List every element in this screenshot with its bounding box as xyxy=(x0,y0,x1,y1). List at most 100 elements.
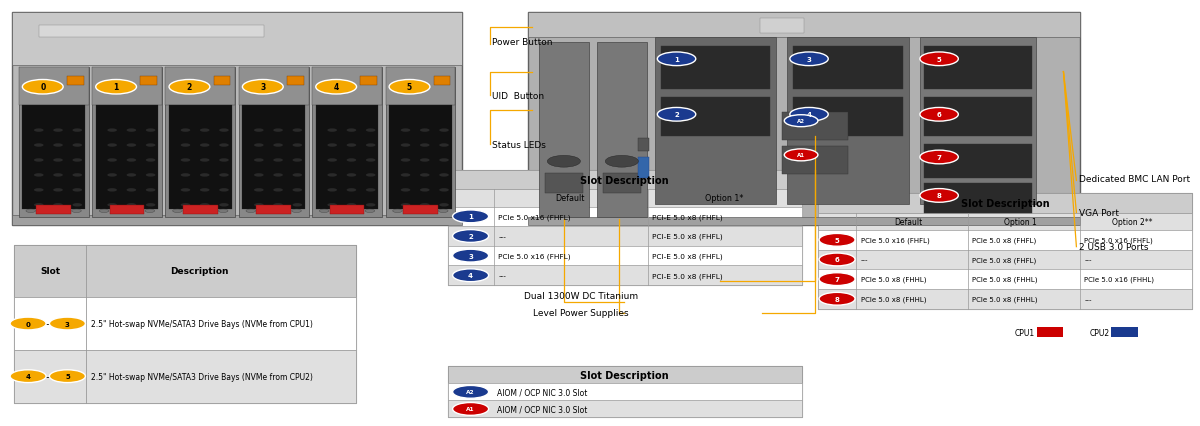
Circle shape xyxy=(49,370,85,383)
FancyBboxPatch shape xyxy=(14,245,356,403)
Circle shape xyxy=(274,204,283,207)
FancyBboxPatch shape xyxy=(1037,327,1063,337)
FancyBboxPatch shape xyxy=(655,38,776,204)
Text: ---: --- xyxy=(498,233,506,239)
Text: PCI-E 5.0 x8 (FHFL): PCI-E 5.0 x8 (FHFL) xyxy=(653,213,724,220)
Circle shape xyxy=(790,108,828,122)
Circle shape xyxy=(53,144,62,147)
Circle shape xyxy=(53,174,62,177)
Circle shape xyxy=(452,386,488,398)
Circle shape xyxy=(254,174,264,177)
Circle shape xyxy=(547,156,581,168)
FancyBboxPatch shape xyxy=(818,270,1192,289)
Circle shape xyxy=(146,159,156,162)
Circle shape xyxy=(10,317,46,330)
Circle shape xyxy=(920,151,959,164)
FancyBboxPatch shape xyxy=(14,245,356,297)
Text: –: – xyxy=(46,319,50,329)
Circle shape xyxy=(401,144,410,147)
FancyBboxPatch shape xyxy=(389,106,451,210)
Circle shape xyxy=(169,80,210,95)
FancyBboxPatch shape xyxy=(92,68,162,106)
Text: PCIe 5.0 x16 (FHFL): PCIe 5.0 x16 (FHFL) xyxy=(498,253,571,259)
FancyBboxPatch shape xyxy=(793,47,902,89)
FancyBboxPatch shape xyxy=(818,213,1192,230)
Text: PCI-E 5.0 x8 (FHFL): PCI-E 5.0 x8 (FHFL) xyxy=(653,272,724,279)
Circle shape xyxy=(34,144,43,147)
Circle shape xyxy=(366,129,376,132)
Circle shape xyxy=(347,174,356,177)
Text: VGA Port: VGA Port xyxy=(1079,208,1118,218)
FancyBboxPatch shape xyxy=(182,205,217,214)
Circle shape xyxy=(389,80,430,95)
FancyBboxPatch shape xyxy=(448,383,802,400)
FancyBboxPatch shape xyxy=(239,68,308,106)
FancyBboxPatch shape xyxy=(14,297,356,350)
Text: Option 1: Option 1 xyxy=(1003,217,1037,227)
Circle shape xyxy=(820,273,856,286)
Circle shape xyxy=(181,159,191,162)
Text: Default: Default xyxy=(556,194,584,203)
Circle shape xyxy=(452,269,488,282)
FancyBboxPatch shape xyxy=(448,366,802,417)
Circle shape xyxy=(72,144,82,147)
Text: ---: --- xyxy=(498,273,506,279)
Circle shape xyxy=(292,210,301,213)
Text: PCI-E 5.0 x8 (FHFL): PCI-E 5.0 x8 (FHFL) xyxy=(653,253,724,259)
FancyBboxPatch shape xyxy=(818,194,1192,309)
Circle shape xyxy=(658,108,696,122)
Text: PCIe 5.0 x16 (FHFL): PCIe 5.0 x16 (FHFL) xyxy=(1085,237,1153,244)
Text: 7: 7 xyxy=(937,155,942,161)
Circle shape xyxy=(274,189,283,192)
Text: A1: A1 xyxy=(467,406,475,412)
Text: 2: 2 xyxy=(187,83,192,92)
Text: 8: 8 xyxy=(835,296,840,302)
Circle shape xyxy=(439,129,449,132)
Circle shape xyxy=(328,189,337,192)
Text: 2: 2 xyxy=(468,233,473,239)
FancyBboxPatch shape xyxy=(38,26,264,38)
Circle shape xyxy=(220,159,229,162)
Text: 6: 6 xyxy=(835,257,840,263)
FancyBboxPatch shape xyxy=(602,173,641,194)
Text: UID  Button: UID Button xyxy=(492,91,544,101)
FancyBboxPatch shape xyxy=(36,205,71,214)
Text: 6: 6 xyxy=(937,112,942,118)
Circle shape xyxy=(220,129,229,132)
Circle shape xyxy=(439,189,449,192)
FancyBboxPatch shape xyxy=(23,106,85,210)
Circle shape xyxy=(316,80,356,95)
Text: 0: 0 xyxy=(40,83,46,92)
Text: 1: 1 xyxy=(468,214,473,220)
Text: PCIe 5.0 x8 (FHHL): PCIe 5.0 x8 (FHHL) xyxy=(972,276,1038,283)
Text: ---: --- xyxy=(1085,296,1092,302)
Text: Default: Default xyxy=(894,217,922,227)
Circle shape xyxy=(366,189,376,192)
FancyBboxPatch shape xyxy=(448,400,802,417)
FancyBboxPatch shape xyxy=(448,266,802,285)
Text: Description: Description xyxy=(170,267,228,276)
Circle shape xyxy=(293,174,302,177)
Circle shape xyxy=(10,370,46,383)
Text: PCIe 5.0 x16 (FHHL): PCIe 5.0 x16 (FHHL) xyxy=(1085,276,1154,283)
Circle shape xyxy=(107,189,116,192)
Circle shape xyxy=(293,189,302,192)
Circle shape xyxy=(365,210,374,213)
Text: Power Button: Power Button xyxy=(492,38,552,47)
Text: 7: 7 xyxy=(835,276,840,282)
Text: 3: 3 xyxy=(468,253,473,259)
Circle shape xyxy=(366,174,376,177)
Circle shape xyxy=(439,174,449,177)
FancyBboxPatch shape xyxy=(12,13,462,226)
Circle shape xyxy=(72,129,82,132)
FancyBboxPatch shape xyxy=(448,170,802,285)
FancyBboxPatch shape xyxy=(19,68,89,106)
FancyBboxPatch shape xyxy=(924,98,1032,136)
FancyBboxPatch shape xyxy=(818,250,1192,270)
Circle shape xyxy=(146,129,156,132)
FancyBboxPatch shape xyxy=(433,77,450,86)
FancyBboxPatch shape xyxy=(385,68,455,106)
Circle shape xyxy=(420,174,430,177)
FancyBboxPatch shape xyxy=(330,205,365,214)
Text: A2: A2 xyxy=(797,119,805,124)
